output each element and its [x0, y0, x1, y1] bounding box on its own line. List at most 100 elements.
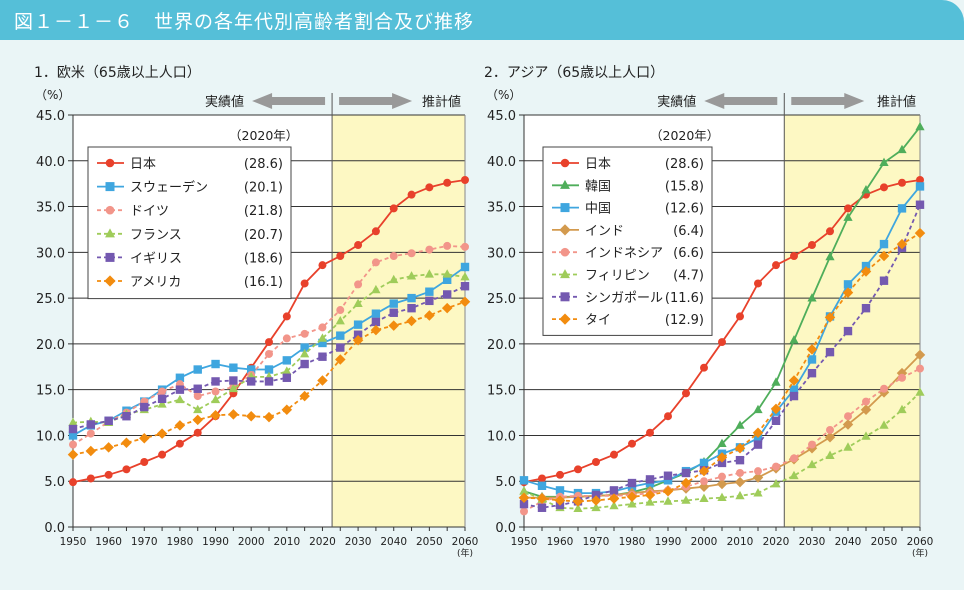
data-point — [537, 503, 547, 512]
data-point — [335, 315, 345, 325]
data-point — [211, 359, 220, 369]
arrow-right-icon — [339, 93, 413, 109]
data-point — [389, 299, 398, 308]
x-tick-label: 2000 — [238, 536, 265, 548]
data-point — [282, 312, 291, 321]
data-point — [406, 315, 417, 327]
x-tick-label: 2020 — [763, 536, 790, 548]
data-point — [461, 176, 469, 184]
data-point — [103, 442, 114, 453]
data-point — [85, 445, 97, 457]
data-point — [157, 394, 167, 404]
legend-marker-icon — [560, 179, 570, 189]
data-point — [536, 493, 548, 504]
data-point — [574, 465, 582, 474]
data-point — [808, 440, 816, 449]
data-point — [735, 420, 745, 429]
data-point — [389, 308, 398, 317]
legend-box — [542, 146, 713, 336]
data-point — [264, 365, 274, 374]
legend-value: (12.9) — [665, 313, 704, 328]
data-point — [698, 465, 710, 477]
legend-label: シンガポール — [585, 291, 663, 306]
series-line — [523, 232, 921, 503]
data-point — [681, 468, 691, 478]
data-point — [609, 500, 619, 510]
data-point — [441, 302, 453, 314]
data-point — [663, 471, 673, 480]
data-point — [879, 420, 889, 429]
legend-value: (28.6) — [665, 157, 704, 172]
data-point — [771, 377, 781, 386]
legend-marker-icon — [560, 247, 570, 257]
data-point — [122, 412, 131, 421]
legend-marker-icon — [105, 158, 115, 168]
data-point — [69, 440, 77, 449]
legend-label: アメリカ — [130, 275, 181, 290]
data-point — [193, 392, 202, 401]
y-tick-label: 40.0 — [36, 155, 65, 170]
data-point — [807, 293, 817, 302]
data-point — [300, 279, 309, 288]
x-tick-label: 1970 — [583, 536, 610, 548]
data-point — [389, 274, 399, 284]
data-point — [645, 497, 655, 506]
data-point — [860, 404, 872, 416]
data-point — [592, 458, 600, 466]
data-point — [175, 373, 185, 382]
data-point — [736, 468, 744, 477]
data-point — [898, 178, 906, 187]
data-point — [788, 375, 800, 386]
data-point — [122, 465, 131, 474]
x-tick-label: 2020 — [309, 536, 336, 548]
data-point — [735, 490, 745, 500]
data-point — [336, 343, 345, 352]
data-point — [538, 474, 546, 483]
legend-marker-icon — [559, 313, 571, 325]
data-point — [336, 252, 345, 260]
data-point — [425, 245, 434, 254]
data-point — [460, 262, 470, 272]
data-point — [407, 293, 416, 303]
data-point — [104, 470, 113, 479]
figure-title: 図１－１－６ 世界の各年代別高齢者割合及び推移 — [14, 11, 475, 33]
data-point — [699, 458, 709, 468]
data-point — [808, 241, 816, 249]
data-point — [824, 432, 836, 443]
data-point — [663, 496, 673, 505]
data-point — [519, 499, 529, 509]
data-point — [897, 404, 907, 414]
data-point — [716, 478, 728, 490]
y-tick-label: 20.0 — [487, 338, 516, 353]
data-point — [626, 491, 638, 503]
x-tick-label: 2050 — [871, 536, 898, 548]
data-point — [590, 495, 602, 506]
charts: 0.0 5.0 10.0 15.0 20.0 25.0 30.0 35.0 40.0 45.0 19… — [35, 88, 933, 559]
y-tick-label: 10.0 — [487, 429, 516, 444]
series-line — [72, 245, 466, 446]
x-tick-label: 2060 — [452, 536, 479, 548]
data-point — [157, 399, 167, 408]
arrow-left-icon — [704, 93, 778, 109]
data-point — [879, 239, 889, 249]
data-point — [300, 359, 309, 369]
data-point — [354, 241, 363, 249]
data-point — [554, 495, 566, 506]
legend-label: イギリス — [130, 251, 182, 266]
data-point — [519, 486, 529, 495]
y-tick-label: 20.0 — [36, 338, 65, 353]
data-point — [915, 387, 925, 396]
legend-marker-icon — [105, 182, 115, 192]
series-タイ — [518, 227, 926, 507]
projection-region — [784, 115, 920, 527]
data-point — [317, 333, 328, 342]
data-point — [424, 310, 435, 321]
data-point — [318, 261, 327, 270]
x-tick-label: 1980 — [167, 536, 194, 548]
x-axis-unit: (年) — [457, 547, 473, 559]
data-point — [352, 334, 364, 346]
data-point — [878, 250, 890, 262]
x-tick-label: 2040 — [835, 536, 862, 548]
legend-label: 日本 — [130, 157, 156, 172]
legend-label: ドイツ — [130, 204, 169, 219]
